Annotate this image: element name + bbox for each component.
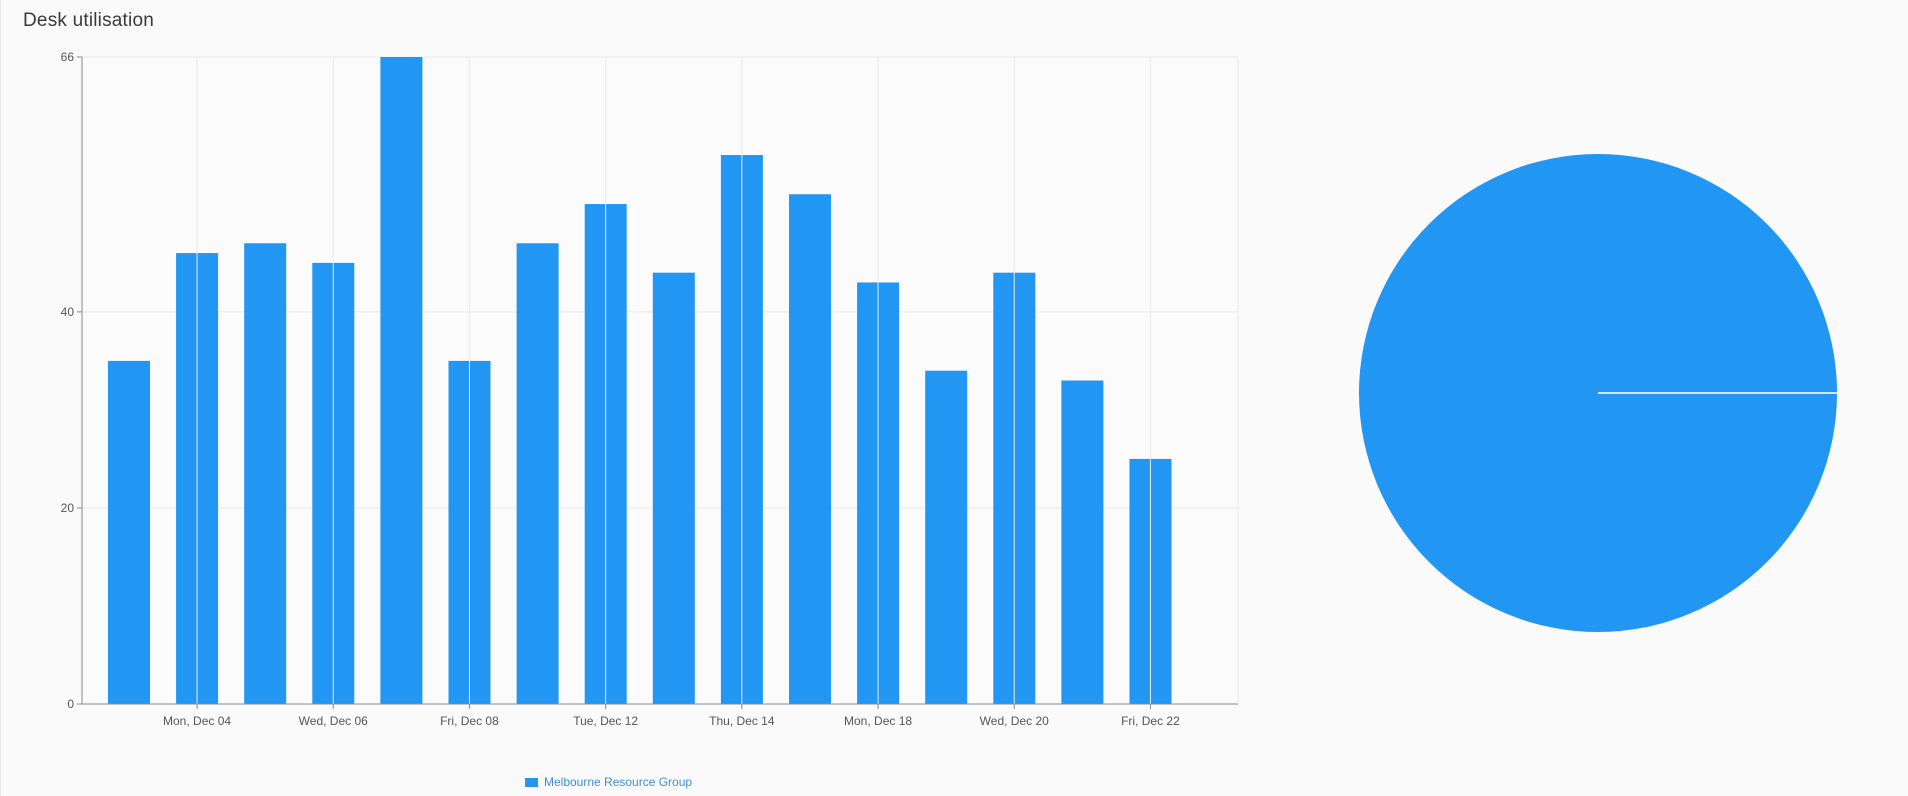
chart-legend[interactable]: Melbourne Resource Group	[525, 775, 692, 789]
legend-label: Melbourne Resource Group	[544, 775, 692, 789]
legend-swatch	[525, 778, 538, 787]
